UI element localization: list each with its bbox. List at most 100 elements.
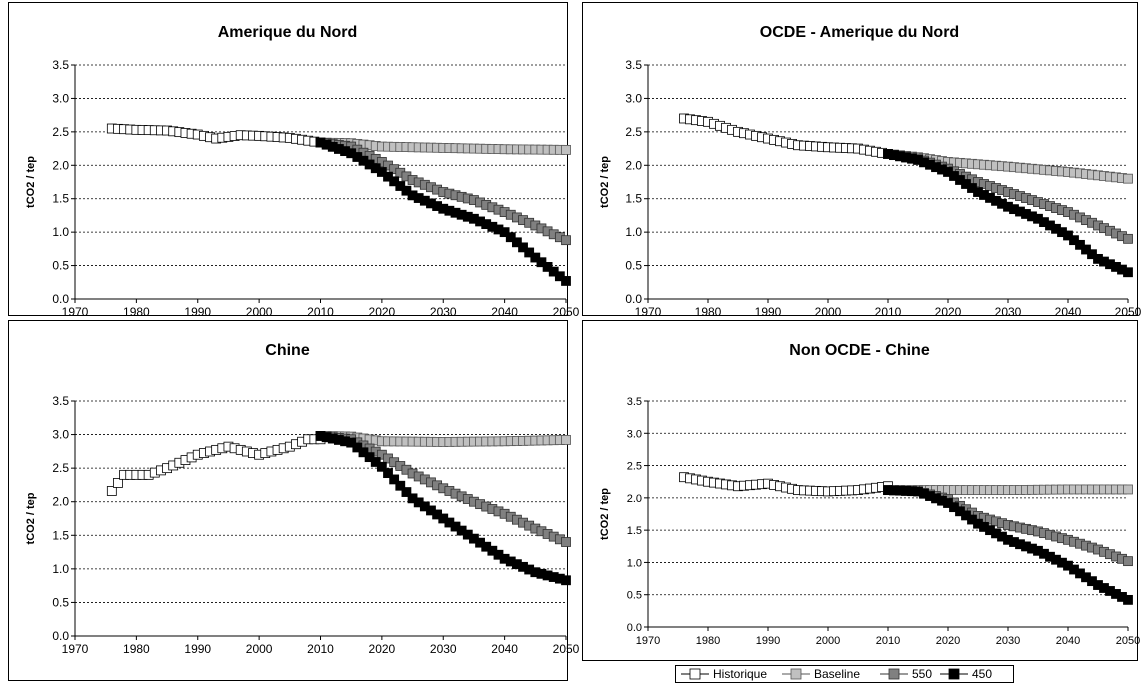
data-point [383,468,393,479]
x-tick-label: 2050 [1116,635,1140,647]
x-tick-label: 1990 [184,642,211,656]
y-tick-label: 1.5 [627,525,642,537]
x-tick-label: 2000 [815,305,842,319]
y-tick-label: 3.0 [52,428,69,442]
data-point [512,237,522,248]
x-tick-label: 2040 [1056,635,1080,647]
data-point [1123,556,1133,567]
legend-marker [790,668,802,680]
y-tick-label: 1.0 [52,225,69,239]
data-point [401,487,412,497]
x-tick-label: 1990 [755,305,782,319]
x-tick-label: 2000 [246,642,273,656]
x-tick-label: 2050 [553,305,580,319]
chart-panel-chine: Chine tCO2 / tep 0.0 0.5 1.0 1.5 2.0 2.5 3.0 3.5 1… [8,320,580,681]
x-tick-label: 1970 [636,635,660,647]
chart-frame [8,2,568,316]
data-point [1123,267,1133,278]
data-point [561,575,571,586]
series-450 [883,485,1133,605]
chart-panel-non-ocde-chine: Non OCDE - Chine tCO2 / tep 0.0 0.5 1.0 1.5 2.… [582,320,1140,661]
x-tick-label: 1990 [184,305,211,319]
x-tick-label: 2000 [246,305,273,319]
y-tick-label: 1.0 [625,225,642,239]
y-tick-label: 3.0 [52,91,69,105]
y-tick-label: 1.5 [52,192,69,206]
y-tick-label: 3.5 [627,396,642,408]
x-tick-label: 2010 [876,635,900,647]
legend-marker [888,668,900,680]
data-point [113,478,123,488]
legend-label: 550 [912,667,932,681]
data-point [395,480,406,491]
y-tick-label: 0.0 [625,292,642,306]
y-tick-label: 2.0 [627,493,642,505]
y-tick-label: 3.5 [625,58,642,72]
x-tick-label: 1980 [123,642,150,656]
chart-panel-amerique-du-nord: Amerique du Nord tCO2 / tep 0.0 0.5 1.0 1.5 2.… [8,2,580,319]
chart-title: Chine [265,342,310,359]
series-450 [883,149,1133,278]
series-550 [315,137,571,246]
data-point [499,227,510,238]
x-tick-label: 1980 [695,305,722,319]
y-tick-label: 1.5 [52,528,69,542]
data-point [106,486,117,496]
series-historique [106,434,326,496]
data-point [505,232,516,243]
x-tick-label: 1970 [62,305,89,319]
y-tick-label: 2.0 [52,495,69,509]
x-tick-label: 2020 [369,305,396,319]
x-tick-label: 2010 [875,305,902,319]
x-tick-label: 1980 [123,305,150,319]
y-axis-label: tCO2 / tep [25,156,37,208]
data-point [561,537,571,547]
data-point [518,242,528,253]
series-historique [679,472,893,497]
chart-title: Non OCDE - Chine [789,342,930,359]
legend: Historique Baseline 550 450 [675,665,1014,683]
x-tick-label: 2030 [995,305,1022,319]
legend-marker [948,668,960,680]
y-tick-label: 3.0 [627,428,642,440]
y-tick-label: 0.0 [627,622,642,634]
series-historique [679,113,893,159]
x-tick-label: 2010 [307,642,334,656]
x-tick-label: 2020 [369,642,396,656]
y-tick-label: 2.0 [52,158,69,172]
x-tick-label: 2050 [1115,305,1142,319]
y-tick-label: 0.0 [52,292,69,306]
legend-label: 450 [972,667,992,681]
y-tick-label: 1.0 [52,562,69,576]
series-450 [315,137,571,286]
y-tick-label: 0.5 [52,259,69,273]
series-450 [315,431,571,586]
x-tick-label: 2030 [430,305,457,319]
chart-title: OCDE - Amerique du Nord [760,24,959,41]
y-tick-label: 2.5 [52,461,69,475]
data-point [1123,594,1133,605]
data-point [561,435,571,445]
chart-panel-ocde-amerique-du-nord: OCDE - Amerique du Nord tCO2 / tep 0.0 0.5 1… [582,2,1142,319]
x-tick-label: 1990 [756,635,780,647]
legend-label: Baseline [814,667,860,681]
x-tick-label: 1970 [62,642,89,656]
y-tick-label: 3.5 [52,394,69,408]
data-point [376,461,387,472]
y-tick-label: 0.5 [625,259,642,273]
y-tick-label: 1.0 [627,557,642,569]
y-tick-label: 2.5 [52,125,69,139]
chart-title: Amerique du Nord [218,24,358,41]
legend-item-baseline: Baseline [782,667,860,681]
data-point [561,145,571,155]
x-tick-label: 2020 [936,635,960,647]
legend-item-historique: Historique [681,667,767,681]
y-axis-label: tCO2 / tep [599,488,611,540]
x-tick-label: 2020 [935,305,962,319]
x-tick-label: 2010 [307,305,334,319]
y-tick-label: 2.5 [625,125,642,139]
chart-frame [582,2,1138,316]
y-axis-label: tCO2 / tep [25,492,37,544]
data-point [389,474,400,485]
data-point [524,247,535,258]
